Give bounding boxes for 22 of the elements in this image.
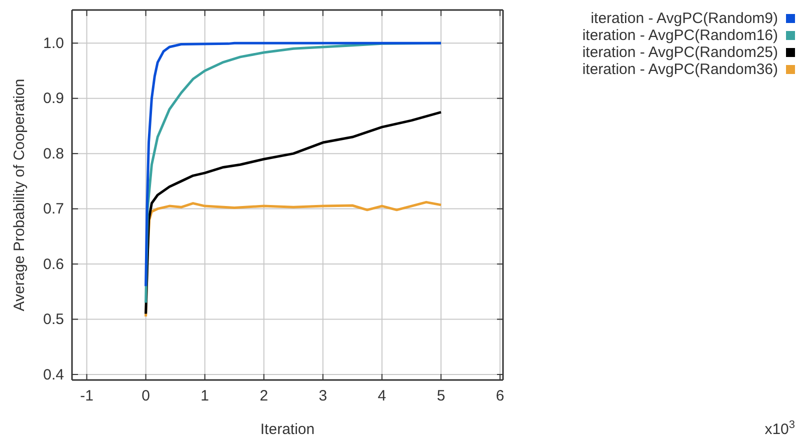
- x-tick-label: 1: [200, 388, 210, 405]
- y-tick-label: 1.0: [43, 34, 64, 52]
- x-tick-label: 2: [260, 388, 268, 405]
- x-tick-label: 6: [496, 388, 504, 405]
- y-axis-title: Average Probability of Cooperation: [11, 78, 28, 312]
- x-tick-label: 3: [318, 388, 328, 405]
- text: x10$^{3}$: [764, 419, 795, 438]
- x-axis-title: Iteration: [260, 421, 315, 438]
- y-tick-label: 0.9: [43, 90, 64, 108]
- legend-label: iteration - AvgPC(Random25): [582, 44, 778, 61]
- x-tick-label: 5: [436, 388, 446, 405]
- legend-label: iteration - AvgPC(Random9): [590, 10, 778, 27]
- legend-label: iteration - AvgPC(Random16): [582, 27, 778, 44]
- y-tick-label: 0.6: [43, 256, 64, 273]
- legend-label: iteration - AvgPC(Random36): [582, 61, 778, 78]
- x-tick-label: 4: [378, 388, 386, 405]
- y-tick-label: 0.4: [43, 366, 64, 384]
- y-tick-label: 0.7: [43, 200, 64, 218]
- y-tick-label: 0.5: [43, 311, 64, 328]
- y-tick-label: 0.8: [43, 145, 64, 162]
- x-tick-label: -1: [80, 388, 94, 405]
- x-tick-label: 0: [142, 388, 150, 405]
